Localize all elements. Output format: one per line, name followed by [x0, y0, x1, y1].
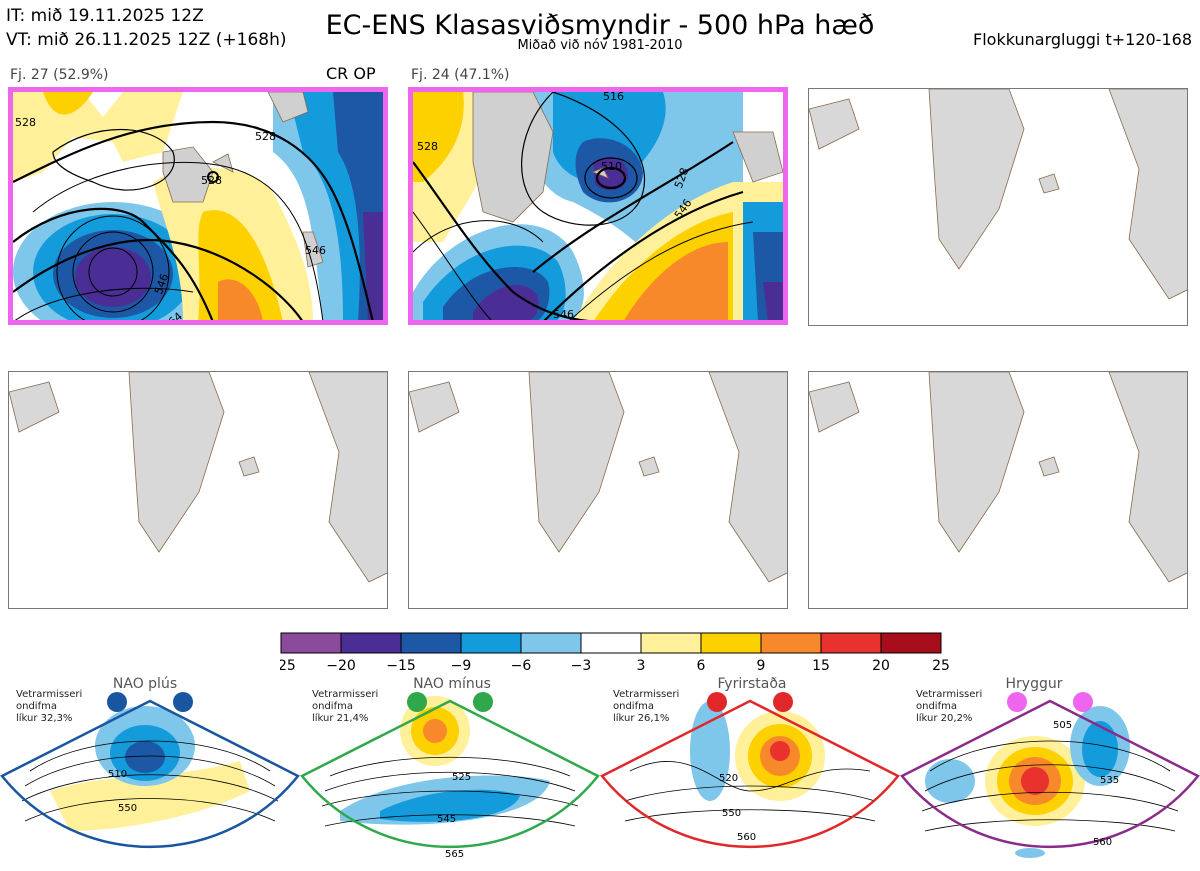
colorbar-swatch [580, 632, 642, 654]
cluster-map-2: 516 510 528 528 546 546 564 [408, 87, 788, 325]
colorbar-swatch [400, 632, 462, 654]
contour-label: 505 [1053, 720, 1073, 731]
regime-ridge-info: Vetrarmisseri ondifma líkur 20,2% [916, 689, 983, 724]
colorbar-swatch [640, 632, 702, 654]
contour-label: 545 [437, 814, 457, 825]
regime-nao-plus-name: NAO plús [112, 676, 178, 692]
contour-label: 528 [15, 116, 36, 129]
map-outline [809, 89, 1187, 300]
contour-label: 560 [737, 832, 757, 843]
colorbar-tick-label: 20 [872, 658, 890, 674]
empty-map-4 [8, 371, 388, 609]
colorbar: −25 −20 −15 −9 −6 −3 3 6 9 15 20 25 [280, 632, 950, 674]
contour-label: 520 [719, 773, 739, 784]
initial-time: IT: mið 19.11.2025 12Z [6, 6, 204, 26]
contour-label: 550 [118, 803, 138, 814]
valid-time: VT: mið 26.11.2025 12Z (+168h) [6, 30, 287, 50]
colorbar-tick-label: −20 [326, 658, 356, 674]
colorbar-swatch [820, 632, 882, 654]
colorbar-tick-label: 3 [637, 658, 646, 674]
colorbar-swatch [280, 632, 342, 654]
contour-label: 546 [305, 244, 326, 257]
colorbar-tick-label: −15 [386, 658, 416, 674]
contour-label: 528 [255, 130, 276, 143]
colorbar-tick-label: −3 [571, 658, 592, 674]
contour-label: 535 [1100, 775, 1120, 786]
empty-map-5 [408, 371, 788, 609]
regime-nao-minus-info: Vetrarmisseri ondifma líkur 21,4% [312, 689, 379, 724]
colorbar-swatch [340, 632, 402, 654]
contour-label: 546 [553, 308, 574, 320]
colorbar-tick-label: 6 [697, 658, 706, 674]
colorbar-tick-label: 25 [932, 658, 950, 674]
regime-blocking-info: Vetrarmisseri ondifma líkur 26,1% [613, 689, 680, 724]
contour-label: 550 [722, 808, 742, 819]
regime-nao-plus-info: Vetrarmisseri ondifma líkur 32,3% [16, 689, 83, 724]
colorbar-swatch [460, 632, 522, 654]
page-subtitle: Miðað við nóv 1981-2010 [517, 38, 683, 53]
colorbar-tick-label: −25 [280, 658, 296, 674]
contour-label: 510 [601, 160, 622, 173]
colorbar-tick-label: −9 [451, 658, 472, 674]
cluster-map-1: 528 528 546 528 546 564 [8, 87, 388, 325]
map-outline [9, 372, 387, 583]
regime-dot-icon [173, 692, 193, 712]
contour-label: 510 [108, 769, 128, 780]
regime-dot-icon [1007, 692, 1027, 712]
contour-label: 565 [445, 849, 465, 860]
empty-map-3 [808, 88, 1188, 326]
regime-dot-icon [473, 692, 493, 712]
regime-nao-minus-name: NAO mínus [413, 676, 491, 692]
cluster-map-2-graphic: 516 510 528 528 546 546 564 [413, 92, 783, 320]
regime-blocking-name: Fyrirstaða [717, 676, 787, 692]
contour-label: 516 [603, 92, 624, 103]
regime-dot-icon [407, 692, 427, 712]
regime-dot-icon [773, 692, 793, 712]
colorbar-swatch [520, 632, 582, 654]
panel-1-label: Fj. 27 (52.9%) [10, 67, 109, 83]
page-title: EC-ENS Klasasviðsmyndir - 500 hPa hæð [325, 10, 875, 41]
regime-fans [0, 696, 1200, 871]
regime-dot-icon [1073, 692, 1093, 712]
regime-ridge-name: Hryggur [1005, 676, 1063, 692]
classification-window: Flokkunargluggi t+120-168 [973, 30, 1192, 49]
regime-dot-icon [707, 692, 727, 712]
colorbar-swatch [760, 632, 822, 654]
colorbar-swatch [700, 632, 762, 654]
contour-label: 528 [201, 174, 222, 187]
map-outline [809, 372, 1187, 583]
colorbar-tick-label: −6 [511, 658, 532, 674]
map-outline [409, 372, 787, 583]
colorbar-tick-label: 15 [812, 658, 830, 674]
contour-label: 525 [452, 772, 472, 783]
empty-map-6 [808, 371, 1188, 609]
contour-label: 564 [161, 310, 185, 320]
cluster-map-1-graphic: 528 528 546 528 546 564 [13, 92, 383, 320]
regime-dot-icon [107, 692, 127, 712]
panel-1-tag: CR OP [326, 64, 376, 83]
colorbar-tick-label: 9 [757, 658, 766, 674]
contour-label: 528 [417, 140, 438, 153]
colorbar-swatch [880, 632, 942, 654]
panel-2-label: Fj. 24 (47.1%) [411, 67, 510, 83]
contour-label: 560 [1093, 837, 1113, 848]
